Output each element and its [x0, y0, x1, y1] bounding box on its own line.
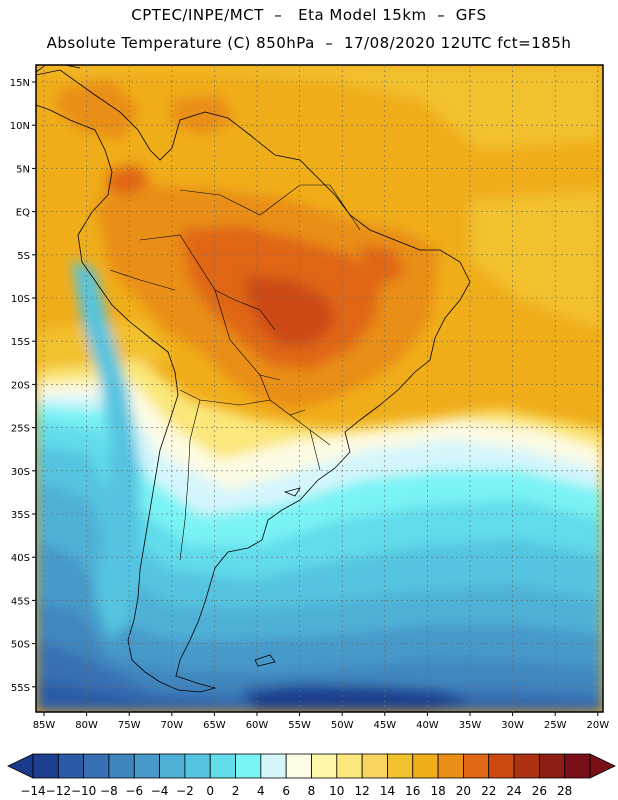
- coastlines: [36, 65, 471, 693]
- colorbar-swatch: [260, 753, 287, 779]
- lon-label: 35W: [459, 720, 482, 731]
- colorbar-swatch: [57, 753, 85, 779]
- colorbar-swatch: [387, 753, 414, 779]
- colorbar-label: 4: [257, 784, 265, 798]
- colorbar-swatch: [184, 753, 211, 779]
- chart-title-line-2: Absolute Temperature (C) 850hPa – 17/08/…: [46, 34, 572, 52]
- lon-label: 20W: [586, 720, 609, 731]
- lon-label: 45W: [373, 720, 396, 731]
- colorbar-label: 14: [380, 784, 395, 798]
- lat-label: 15N: [10, 78, 30, 89]
- colorbar-swatch: [159, 753, 186, 779]
- lat-label: 10S: [11, 294, 30, 305]
- colorbar-label: 22: [481, 784, 496, 798]
- latitude-labels: 15N 10N 5N EQ 5S 10S 15S 20S 25S 30S 35S 40S 45S 50S 5…: [10, 78, 30, 694]
- colorbar-swatch: [437, 753, 464, 779]
- colorbar-swatch: [412, 753, 439, 779]
- colorbar-label: 20: [456, 784, 471, 798]
- colorbar-label: −10: [71, 784, 96, 798]
- colorbar: [7, 753, 616, 779]
- lon-label: 50W: [331, 720, 354, 731]
- lat-label: 25S: [11, 424, 30, 435]
- colorbar-swatch: [564, 753, 591, 779]
- lat-label: 35S: [11, 510, 30, 521]
- lon-label: 25W: [544, 720, 567, 731]
- colorbar-swatch: [235, 753, 262, 779]
- colorbar-swatch: [108, 753, 135, 779]
- colorbar-swatch: [538, 753, 566, 779]
- longitude-labels: 85W 80W 75W 70W 65W 60W 55W 50W 45W 40W 35W 30W 25W 2…: [33, 720, 610, 731]
- colorbar-min-arrow: [7, 753, 34, 779]
- lat-label: 15S: [11, 337, 30, 348]
- colorbar-swatch: [83, 753, 110, 779]
- lat-label: 50S: [11, 640, 30, 651]
- lon-label: 85W: [33, 720, 56, 731]
- axis-ticks: [32, 81, 599, 716]
- colorbar-swatch: [32, 753, 59, 779]
- lon-label: 75W: [118, 720, 141, 731]
- colorbar-swatch: [209, 753, 236, 779]
- map-frame: [35, 64, 604, 713]
- temperature-field: [36, 65, 603, 712]
- lat-label: 5N: [16, 164, 30, 175]
- colorbar-label: −8: [100, 784, 118, 798]
- colorbar-label: −2: [176, 784, 194, 798]
- lon-label: 30W: [501, 720, 524, 731]
- colorbar-label: 28: [557, 784, 572, 798]
- colorbar-swatch: [361, 753, 388, 779]
- lat-label: 5S: [17, 251, 30, 262]
- colorbar-label: 26: [532, 784, 547, 798]
- lon-label: 60W: [246, 720, 269, 731]
- lat-label: 30S: [11, 467, 30, 478]
- colorbar-label: −4: [151, 784, 169, 798]
- colorbar-labels: −14 −12 −10 −8 −6 −4 −2 0 2 4 6 8 10 12 14 16 18 20 22 24 26…: [20, 784, 572, 798]
- lat-label: 40S: [11, 553, 30, 564]
- lon-label: 55W: [288, 720, 311, 731]
- colorbar-label: −14: [20, 784, 45, 798]
- colorbar-swatch: [311, 753, 338, 779]
- lon-label: 70W: [160, 720, 183, 731]
- colorbar-label: 8: [308, 784, 316, 798]
- lon-label: 65W: [203, 720, 226, 731]
- lat-label: 20S: [11, 380, 30, 391]
- colorbar-label: 12: [354, 784, 369, 798]
- colorbar-label: −12: [46, 784, 71, 798]
- colorbar-swatch: [133, 753, 160, 779]
- lat-label: EQ: [16, 208, 30, 219]
- colorbar-label: 2: [232, 784, 240, 798]
- lon-label: 40W: [416, 720, 439, 731]
- lat-label: 55S: [11, 683, 30, 694]
- colorbar-swatch: [513, 753, 540, 779]
- chart-title-line-1: CPTEC/INPE/MCT – Eta Model 15km – GFS: [131, 6, 487, 24]
- colorbar-label: 16: [405, 784, 420, 798]
- colorbar-swatch: [463, 753, 490, 779]
- colorbar-swatch: [285, 753, 312, 779]
- lat-label: 10N: [10, 121, 30, 132]
- country-borders: [109, 184, 361, 561]
- colorbar-label: 18: [430, 784, 445, 798]
- colorbar-swatch: [488, 753, 515, 779]
- colorbar-max-arrow: [589, 753, 616, 779]
- lat-label: 45S: [11, 596, 30, 607]
- colorbar-swatch: [336, 753, 363, 779]
- colorbar-label: 6: [282, 784, 290, 798]
- colorbar-label: 24: [506, 784, 521, 798]
- colorbar-label: 10: [329, 784, 344, 798]
- lon-label: 80W: [75, 720, 98, 731]
- colorbar-label: 0: [206, 784, 214, 798]
- colorbar-label: −6: [125, 784, 143, 798]
